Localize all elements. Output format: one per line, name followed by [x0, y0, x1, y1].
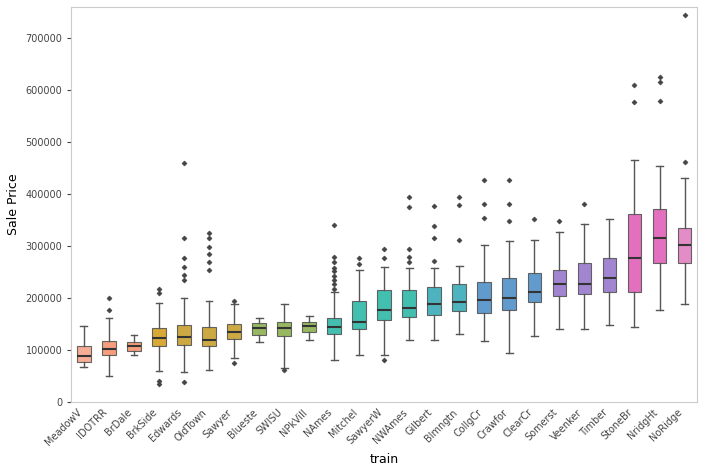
PathPatch shape	[453, 284, 466, 311]
PathPatch shape	[302, 322, 316, 332]
X-axis label: train: train	[370, 453, 398, 466]
Y-axis label: Sale Price: Sale Price	[7, 174, 20, 236]
PathPatch shape	[477, 281, 491, 313]
PathPatch shape	[403, 290, 416, 317]
PathPatch shape	[577, 263, 591, 294]
PathPatch shape	[503, 279, 516, 310]
PathPatch shape	[277, 322, 291, 336]
PathPatch shape	[377, 290, 391, 320]
PathPatch shape	[427, 287, 441, 315]
PathPatch shape	[77, 346, 91, 362]
PathPatch shape	[202, 327, 216, 346]
PathPatch shape	[327, 318, 341, 333]
PathPatch shape	[152, 328, 166, 346]
PathPatch shape	[127, 342, 141, 351]
PathPatch shape	[553, 270, 566, 296]
PathPatch shape	[252, 323, 266, 334]
PathPatch shape	[352, 301, 366, 329]
PathPatch shape	[603, 258, 616, 292]
PathPatch shape	[653, 209, 667, 263]
PathPatch shape	[227, 324, 241, 339]
PathPatch shape	[678, 228, 691, 263]
PathPatch shape	[177, 325, 191, 345]
PathPatch shape	[102, 341, 116, 355]
PathPatch shape	[627, 214, 641, 292]
PathPatch shape	[527, 273, 541, 302]
